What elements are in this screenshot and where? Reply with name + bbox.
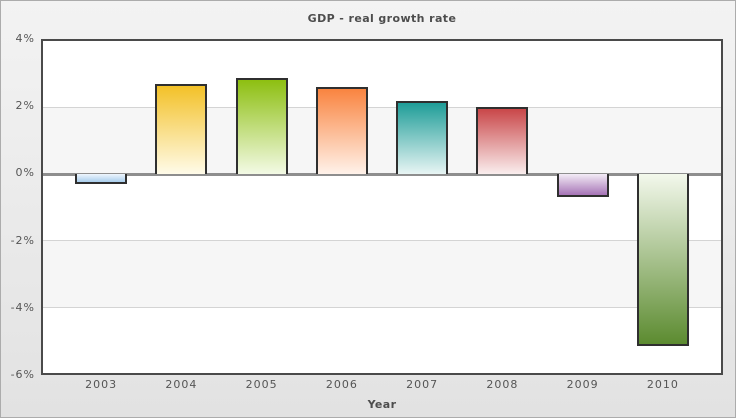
bar-slot (462, 41, 542, 373)
bar-slot (382, 41, 462, 373)
y-tick-label: -6% (10, 368, 35, 381)
bar-2006 (315, 87, 368, 174)
x-tick-label: 2005 (245, 378, 278, 391)
gridline (43, 107, 721, 109)
plot-area (41, 39, 723, 375)
bar-slot (623, 41, 703, 373)
bar-slot (141, 41, 221, 373)
bar-2010 (636, 173, 689, 347)
x-axis-labels: 2003 2004 2005 2006 2007 2008 2009 2010 (43, 378, 721, 391)
bars-layer (61, 41, 703, 373)
y-tick-label: -4% (10, 300, 35, 314)
x-tick-label: 2010 (646, 378, 679, 391)
y-axis-labels: 4% 2% 0% -2% -4% -6% (1, 32, 35, 381)
bar-slot (222, 41, 302, 373)
bar-2008 (476, 107, 529, 174)
bar-2007 (396, 100, 449, 174)
bar-slot (543, 41, 623, 373)
y-tick-label: 0% (15, 166, 35, 180)
y-tick-label: 4% (15, 32, 35, 45)
bar-2003 (75, 173, 128, 184)
bar-2004 (155, 84, 208, 174)
x-tick-label: 2009 (566, 378, 599, 391)
x-tick-label: 2007 (406, 378, 439, 391)
bar-slot (302, 41, 382, 373)
x-tick-label: 2004 (165, 378, 198, 391)
x-tick-label: 2008 (486, 378, 519, 391)
plot-inner (43, 41, 721, 373)
chart-title: GDP - real growth rate (307, 12, 457, 25)
y-tick-label: 2% (15, 99, 35, 113)
plot-band (43, 306, 721, 373)
x-axis-title: Year (367, 398, 397, 411)
gridline (43, 306, 721, 308)
plot-band (43, 240, 721, 307)
x-tick-label: 2006 (325, 378, 358, 391)
y-tick-label: -2% (10, 233, 35, 247)
gridline (43, 240, 721, 242)
zero-gridline (43, 172, 721, 176)
x-tick-label: 2003 (85, 378, 118, 391)
bar-2005 (235, 77, 288, 174)
bar-2009 (556, 173, 609, 198)
bar-slot (61, 41, 141, 373)
